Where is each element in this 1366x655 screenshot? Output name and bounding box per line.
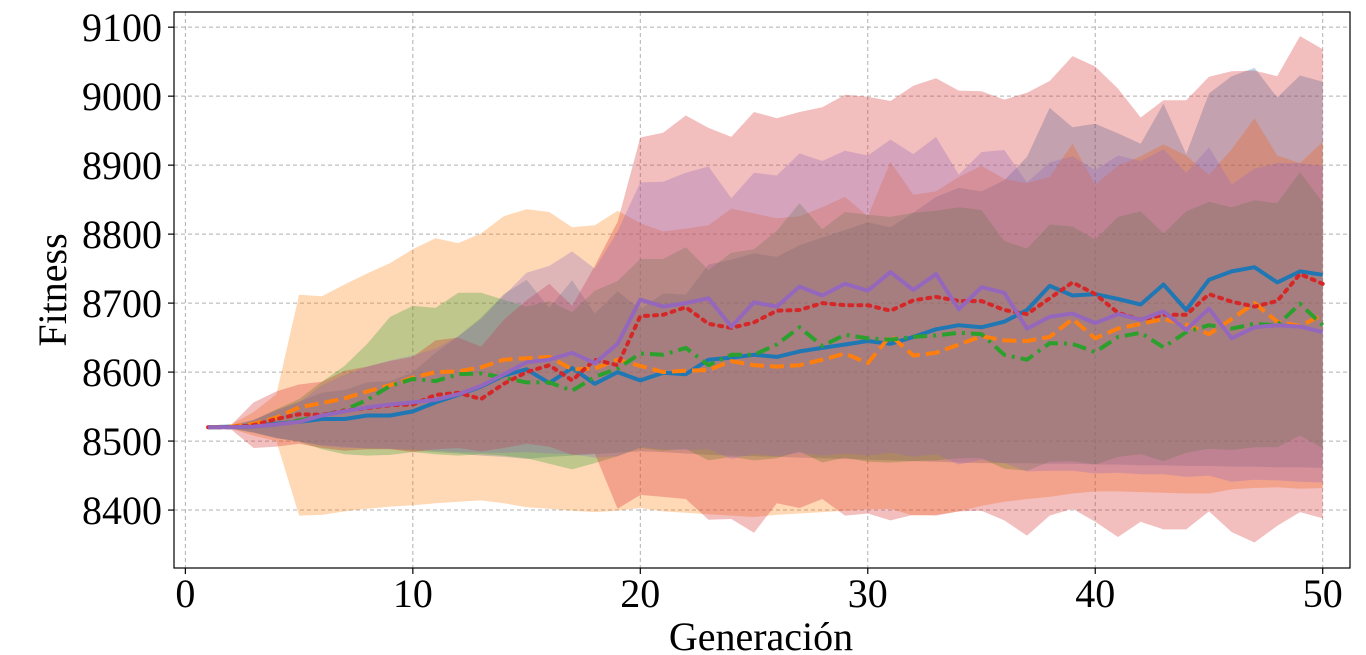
y-tick-label: 9000 <box>82 74 162 119</box>
series-band-5 <box>208 136 1323 483</box>
grid <box>174 12 1350 568</box>
x-tick-label: 30 <box>848 571 888 616</box>
x-tick-label: 0 <box>175 571 195 616</box>
y-tick-label: 8700 <box>82 281 162 326</box>
series-band-4 <box>208 36 1323 543</box>
series-line-1 <box>208 265 1323 430</box>
x-axis-ticks: 0 10 20 30 40 50 <box>175 568 1343 616</box>
series-lines <box>206 265 1325 430</box>
series-line-5 <box>208 270 1324 430</box>
y-axis-title: Fitness <box>30 233 75 346</box>
series-band-1 <box>208 67 1323 469</box>
y-tick-label: 8600 <box>82 350 162 395</box>
x-axis-title: Generación <box>669 614 853 655</box>
plot-frame <box>173 11 1351 569</box>
series-line-2 <box>208 301 1324 430</box>
y-tick-label: 8800 <box>82 212 162 257</box>
x-tick-label: 10 <box>393 571 433 616</box>
x-tick-label: 50 <box>1303 571 1343 616</box>
y-tick-label: 8500 <box>82 419 162 464</box>
y-tick-label: 8400 <box>82 488 162 533</box>
y-tick-label: 9100 <box>82 5 162 50</box>
x-tick-label: 20 <box>620 571 660 616</box>
x-tick-label: 40 <box>1075 571 1115 616</box>
y-axis-ticks: 8400 8500 8600 8700 8800 8900 9000 9100 <box>82 5 174 533</box>
series-band-3 <box>208 172 1323 471</box>
series-line-3 <box>208 301 1325 430</box>
y-tick-label: 8900 <box>82 143 162 188</box>
